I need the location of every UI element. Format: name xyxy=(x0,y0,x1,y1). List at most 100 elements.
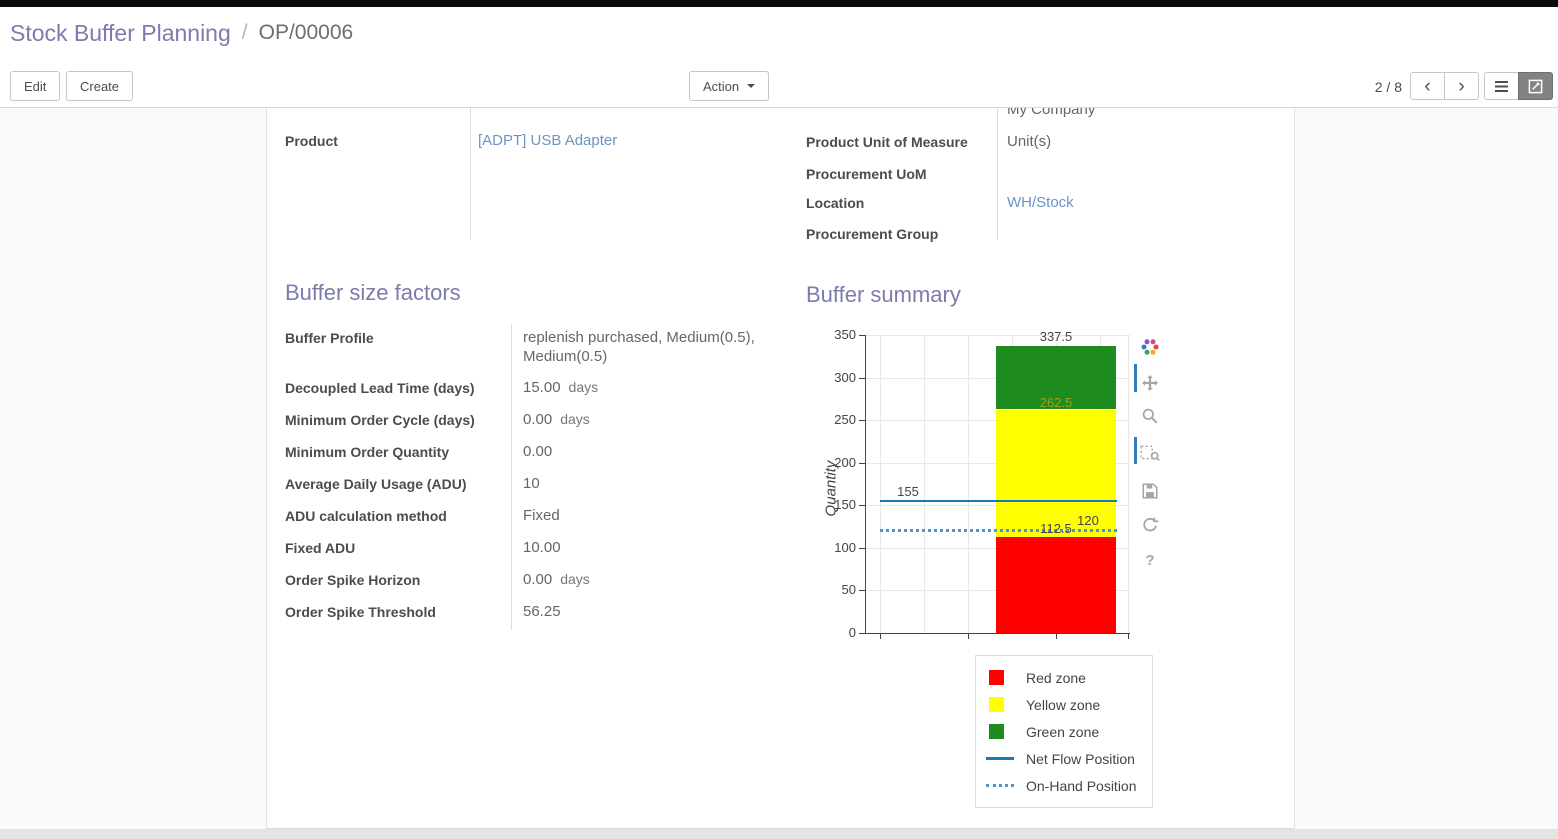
legend-label: Red zone xyxy=(1026,669,1086,686)
pager-next-button[interactable]: › xyxy=(1444,72,1479,100)
form-sheet: Product [ADPT] USB Adapter My Company Pr… xyxy=(266,108,1295,829)
edit-button[interactable]: Edit xyxy=(10,71,61,101)
field-label: Procurement UoM xyxy=(806,166,927,182)
field-row-spike-threshold: Order Spike Threshold 56.25 xyxy=(285,596,785,628)
zoom-icon[interactable] xyxy=(1140,407,1160,425)
pager-counter: 2 / 8 xyxy=(1374,79,1402,95)
list-icon xyxy=(1495,80,1508,92)
y-tick xyxy=(859,377,865,379)
x-tick xyxy=(880,633,881,639)
location-link[interactable]: WH/Stock xyxy=(1007,194,1074,211)
field-row-clipped: My Company xyxy=(806,108,1095,119)
field-label: Order Spike Threshold xyxy=(285,604,436,620)
field-row-buffer-profile: Buffer Profile replenish purchased, Medi… xyxy=(285,322,785,372)
y-tick-label: 350 xyxy=(834,327,856,342)
breadcrumb-parent-link[interactable]: Stock Buffer Planning xyxy=(10,19,231,46)
field-label: Order Spike Horizon xyxy=(285,572,421,588)
net-flow-sample xyxy=(986,757,1014,760)
buffer-summary-chart: Quantity 0 50 100 150 200 250 300 350 337.5 262.5… xyxy=(807,320,1227,825)
field-label: Decoupled Lead Time (days) xyxy=(285,380,475,396)
green-zone-bar xyxy=(996,345,1116,410)
top-of-yellow-label: 262.5 xyxy=(1039,394,1073,410)
caret-down-icon xyxy=(747,84,756,88)
product-link[interactable]: [ADPT] USB Adapter xyxy=(478,132,618,149)
legend-item-green-zone[interactable]: Green zone xyxy=(976,718,1152,745)
field-suffix: days xyxy=(568,379,599,395)
field-row-min-order-qty: Minimum Order Quantity 0.00 xyxy=(285,436,785,468)
y-tick xyxy=(859,335,865,336)
save-icon[interactable] xyxy=(1140,482,1160,500)
y-tick-label: 250 xyxy=(834,412,856,428)
main-content: Product [ADPT] USB Adapter My Company Pr… xyxy=(0,108,1558,839)
legend-sample xyxy=(986,757,1020,760)
v-gridline xyxy=(924,335,925,633)
breadcrumb-current: OP/00006 xyxy=(258,21,354,44)
y-tick xyxy=(859,462,865,464)
red-zone-bar xyxy=(996,537,1116,633)
field-value: 56.25 xyxy=(523,603,561,620)
plotly-logo-icon[interactable] xyxy=(1140,338,1160,356)
adu-method-link[interactable]: Fixed xyxy=(523,507,560,524)
green-zone-swatch xyxy=(989,724,1004,739)
field-label: Minimum Order Cycle (days) xyxy=(285,412,475,428)
y-axis xyxy=(865,335,866,634)
field-separator xyxy=(511,324,512,630)
legend-item-yellow-zone[interactable]: Yellow zone xyxy=(976,691,1152,718)
field-value: My Company xyxy=(1007,108,1096,118)
on-hand-sample xyxy=(986,784,1014,787)
field-label: Average Daily Usage (ADU) xyxy=(285,476,467,492)
chart-legend: Red zone Yellow zone Green zone Net Flow… xyxy=(975,655,1153,808)
section-title-buffer-summary: Buffer summary xyxy=(806,282,961,307)
field-label: ADU calculation method xyxy=(285,508,447,524)
field-value: Unit(s) xyxy=(1007,133,1052,150)
field-row-adu-method: ADU calculation method Fixed xyxy=(285,500,785,532)
help-icon[interactable]: ? xyxy=(1145,552,1155,569)
field-row-fixed-adu: Fixed ADU 10.00 xyxy=(285,532,785,564)
field-label: Location xyxy=(806,195,865,211)
field-label: Buffer Profile xyxy=(285,330,374,346)
y-tick xyxy=(859,547,865,549)
top-of-red-label: 112.5 xyxy=(1040,521,1072,537)
pan-icon[interactable] xyxy=(1140,374,1160,392)
v-gridline xyxy=(968,335,969,633)
net-flow-line xyxy=(880,500,1117,503)
field-row-uom: Product Unit of Measure Unit(s) xyxy=(806,133,1051,151)
legend-label: On-Hand Position xyxy=(1026,777,1137,794)
modebar-active-indicator xyxy=(1134,437,1137,464)
yellow-zone-bar xyxy=(996,409,1116,538)
chart-y-axis-title: Quantity xyxy=(822,460,840,517)
legend-item-red-zone[interactable]: Red zone xyxy=(976,664,1152,691)
v-gridline xyxy=(880,335,881,633)
chevron-right-icon: › xyxy=(1458,75,1465,97)
action-dropdown-button[interactable]: Action xyxy=(689,71,770,101)
field-row-dlt: Decoupled Lead Time (days) 15.00 days xyxy=(285,372,785,404)
field-suffix: days xyxy=(560,411,590,427)
buffer-profile-link[interactable]: replenish purchased, Medium(0.5), Medium… xyxy=(523,329,755,365)
plot-area[interactable]: 0 50 100 150 200 250 300 350 337.5 262.5 112.5 155 1… xyxy=(834,327,1130,640)
on-hand-label: 120 xyxy=(1077,512,1099,528)
pager-prev-button[interactable]: ‹ xyxy=(1410,72,1445,100)
y-tick-label: 50 xyxy=(841,582,856,598)
legend-label: Net Flow Position xyxy=(1026,750,1135,767)
modebar-active-indicator xyxy=(1134,364,1137,392)
legend-item-on-hand[interactable]: On-Hand Position xyxy=(976,772,1152,799)
legend-item-net-flow[interactable]: Net Flow Position xyxy=(976,745,1152,772)
field-label: Product xyxy=(285,133,338,149)
x-tick xyxy=(968,633,969,639)
zoom-box-icon[interactable] xyxy=(1140,444,1160,462)
field-value: 0.00 xyxy=(523,411,553,428)
control-panel: Edit Create Action 2 / 8 ‹ › xyxy=(0,59,1558,108)
field-label: Minimum Order Quantity xyxy=(285,444,450,460)
form-view-button[interactable] xyxy=(1518,72,1553,100)
y-tick xyxy=(859,590,865,592)
list-view-button[interactable] xyxy=(1484,72,1519,100)
reset-axes-icon[interactable] xyxy=(1140,516,1160,534)
x-tick xyxy=(1056,633,1057,639)
field-row-procurement-group: Procurement Group xyxy=(806,225,1007,243)
breadcrumb: Stock Buffer Planning / OP/00006 xyxy=(0,7,1558,59)
form-pencil-icon xyxy=(1528,79,1543,93)
create-button[interactable]: Create xyxy=(66,71,134,101)
y-tick-label: 300 xyxy=(834,369,856,385)
legend-sample xyxy=(986,724,1020,739)
legend-sample xyxy=(986,784,1020,787)
